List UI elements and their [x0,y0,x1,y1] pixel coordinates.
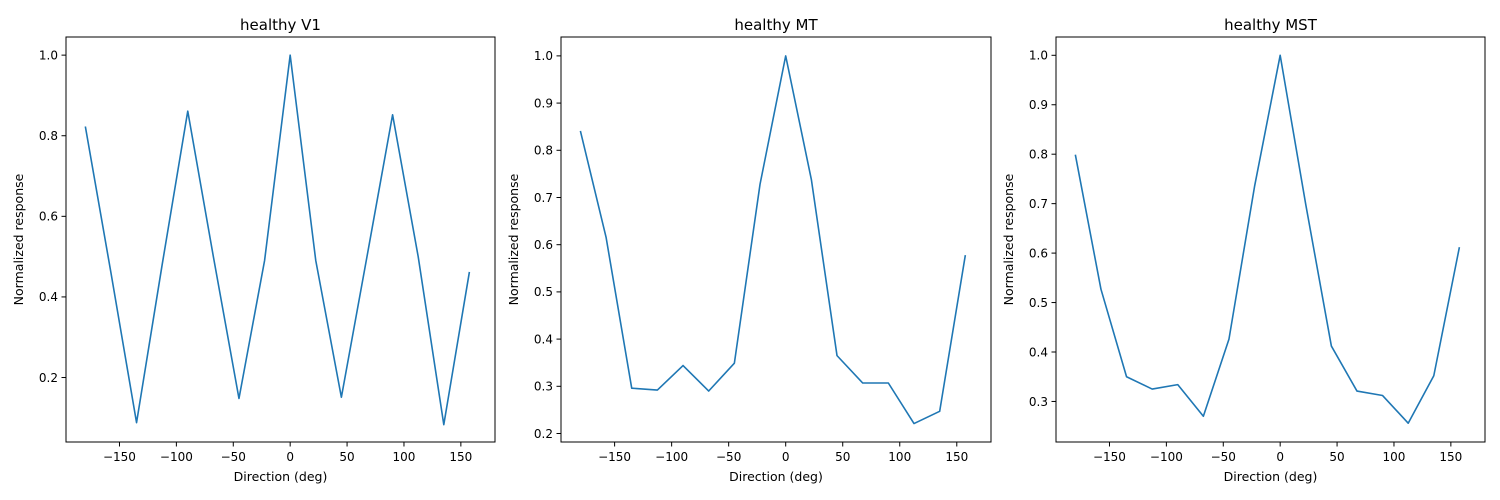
x-axis-label: Direction (deg) [729,469,823,484]
y-tick-label: 0.9 [1029,98,1048,112]
x-tick-label: −50 [716,450,741,464]
y-tick-label: 0.4 [1029,345,1048,359]
series-line-1 [579,55,967,425]
y-tick-label: 0.8 [1029,147,1048,161]
y-axis-label: Normalized response [506,173,521,305]
y-tick-label: 0.8 [39,129,58,143]
x-tick-label: −100 [160,450,193,464]
y-tick-label: 0.3 [1029,395,1048,409]
x-tick-label: 100 [888,450,911,464]
y-tick-label: 0.5 [1029,296,1048,310]
x-tick-label: 100 [393,450,416,464]
x-tick-label: 0 [286,450,294,464]
x-tick-label: −50 [1211,450,1236,464]
x-tick-label: 50 [835,450,850,464]
axes-frame [560,36,992,443]
y-tick-label: 0.4 [534,332,553,346]
y-tick-label: 1.0 [39,48,58,62]
x-axis-label: Direction (deg) [1224,469,1318,484]
subplot-3: −150 −100 −50 0 50 100 150 0.3 0.4 0.5 0.6 0.7 0.8 0.… [1001,16,1486,484]
y-tick-label: 1.0 [1029,49,1048,63]
axes-frame [1055,36,1486,443]
subplot-1: −150 −100 −50 0 50 100 150 0.2 0.4 0.6 0.8 1.0 healt… [11,16,496,484]
y-axis-label: Normalized response [11,173,26,305]
x-tick-label: −100 [1150,450,1183,464]
x-tick-label: 50 [1329,450,1344,464]
y-tick-label: 0.7 [1029,197,1048,211]
chart-title: healthy MT [734,16,818,34]
x-tick-label: 0 [782,450,790,464]
y-axis-label: Normalized response [1001,173,1016,305]
y-tick-label: 0.5 [534,285,553,299]
x-tick-label: −150 [1093,450,1126,464]
x-tick-label: −100 [655,450,688,464]
y-tick-label: 0.6 [534,238,553,252]
x-tick-label: 100 [1383,450,1406,464]
series-line-1 [84,54,471,426]
y-tick-label: 0.2 [534,427,553,441]
x-axis-label: Direction (deg) [234,469,328,484]
y-tick-label: 0.6 [39,210,58,224]
x-tick-label: 50 [339,450,354,464]
x-tick-label: 150 [1439,450,1462,464]
x-tick-label: −50 [221,450,246,464]
subplot-2: −150 −100 −50 0 50 100 150 0.2 0.3 0.4 0.5 0.6 0.7 0.… [506,16,992,484]
x-tick-label: −150 [598,450,631,464]
y-tick-label: 0.8 [534,144,553,158]
axes-frame [65,36,496,443]
x-tick-label: 0 [1276,450,1284,464]
series-line-1 [1074,54,1461,425]
y-tick-label: 1.0 [534,49,553,63]
y-tick-label: 0.4 [39,290,58,304]
y-tick-label: 0.7 [534,191,553,205]
y-tick-label: 0.3 [534,380,553,394]
y-tick-label: 0.2 [39,371,58,385]
x-tick-label: 150 [945,450,968,464]
y-tick-label: 0.6 [1029,246,1048,260]
x-tick-label: −150 [103,450,136,464]
chart-title: healthy V1 [240,16,321,34]
y-tick-label: 0.9 [534,96,553,110]
chart-title: healthy MST [1224,16,1318,34]
x-tick-label: 150 [449,450,472,464]
